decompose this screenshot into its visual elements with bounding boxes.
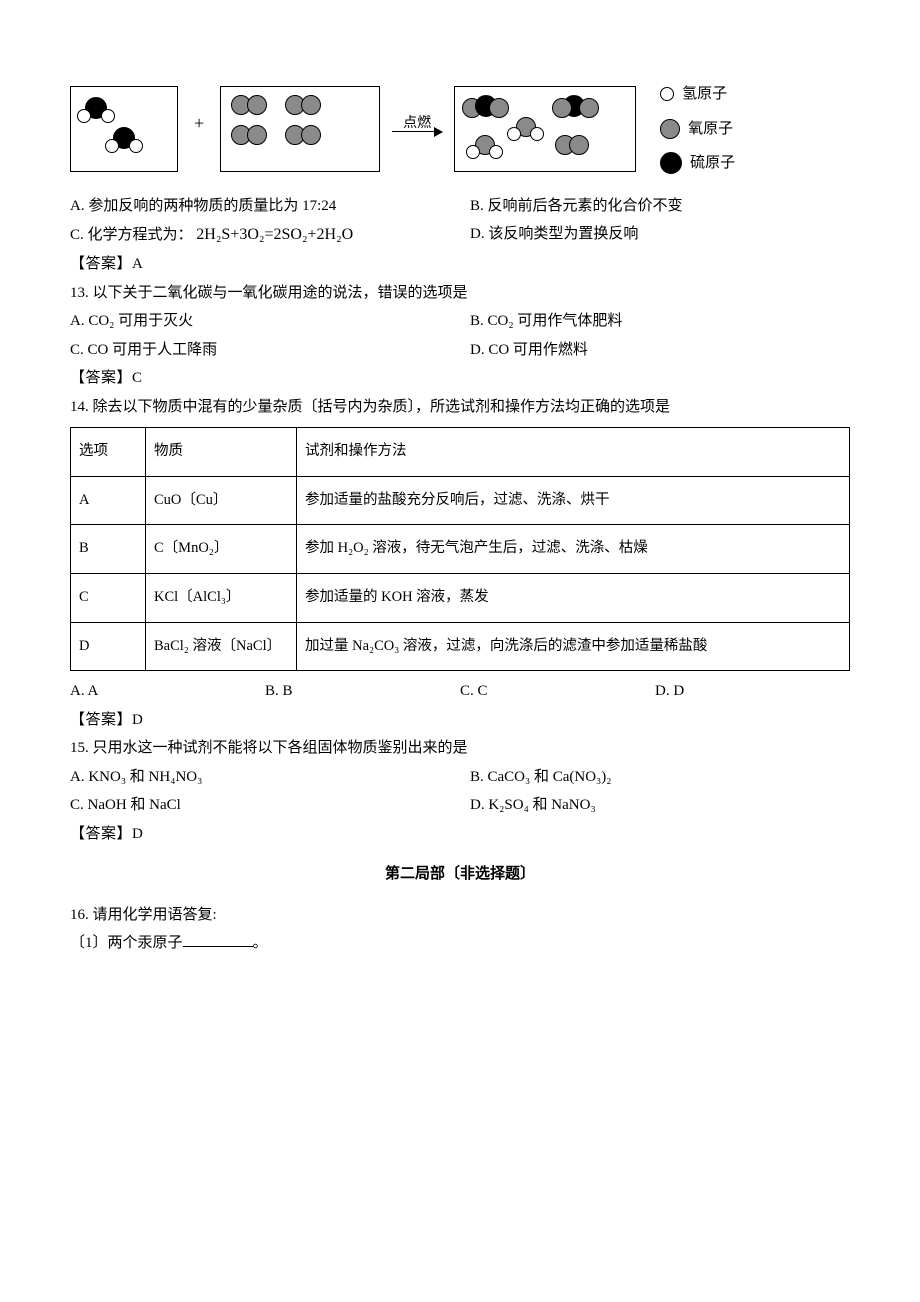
q13-options-row1: A. CO₂ 可用于灭火 B. CO₂ 可用作气体肥料 [70, 307, 850, 336]
oxygen-atom-icon [660, 119, 680, 139]
legend-label: 硫原子 [690, 149, 735, 178]
q12-option-c: C. 化学方程式为： 2H₂S+3O₂=2SO₂+2H₂O [70, 220, 450, 250]
q14-bottom-d: D. D [655, 677, 850, 706]
table-cell: A [71, 476, 146, 525]
legend-label: 氧原子 [688, 115, 733, 144]
table-row: D BaCl₂ 溶液〔NaCl〕 加过量 Na₂CO₃ 溶液，过滤，向洗涤后的滤… [71, 622, 850, 671]
table-cell: 加过量 Na₂CO₃ 溶液，过滤，向洗涤后的滤渣中参加适量稀盐酸 [297, 622, 850, 671]
table-cell: D [71, 622, 146, 671]
reaction-diagram: + 点燃 [70, 80, 850, 178]
table-cell: C〔MnO₂〕 [146, 525, 297, 574]
q12-option-a: A. 参加反响的两种物质的质量比为 17:24 [70, 192, 450, 221]
table-row: B C〔MnO₂〕 参加 H₂O₂ 溶液，待无气泡产生后，过滤、洗涤、枯燥 [71, 525, 850, 574]
q15-stem: 15. 只用水这一种试剂不能将以下各组固体物质鉴别出来的是 [70, 734, 850, 763]
legend-label: 氢原子 [682, 80, 727, 109]
table-row: C KCl〔AlCl₃〕 参加适量的 KOH 溶液，蒸发 [71, 574, 850, 623]
table-cell: KCl〔AlCl₃〕 [146, 574, 297, 623]
q16-stem: 16. 请用化学用语答复: [70, 901, 850, 930]
table-cell: C [71, 574, 146, 623]
q15-option-b: B. CaCO₃ 和 Ca(NO₃)₂ [450, 763, 850, 792]
product-box [454, 86, 636, 172]
reactant-box-2 [220, 86, 380, 172]
q16-sub1: 〔1〕两个汞原子 。 [70, 929, 850, 958]
q13-options-row2: C. CO 可用于人工降雨 D. CO 可用作燃料 [70, 336, 850, 365]
q12-options-row1: A. 参加反响的两种物质的质量比为 17:24 B. 反响前后各元素的化合价不变 [70, 192, 850, 221]
reactant-box-1 [70, 86, 178, 172]
table-cell: B [71, 525, 146, 574]
sulfur-atom-icon [660, 152, 682, 174]
q16-sub1-suffix: 。 [253, 935, 268, 951]
q15-options-row2: C. NaOH 和 NaCl D. K₂SO₄ 和 NaNO₃ [70, 791, 850, 820]
q13-stem: 13. 以下关于二氧化碳与一氧化碳用途的说法，错误的选项是 [70, 279, 850, 308]
table-cell: 参加 H₂O₂ 溶液，待无气泡产生后，过滤、洗涤、枯燥 [297, 525, 850, 574]
table-row: 选项 物质 试剂和操作方法 [71, 428, 850, 477]
q12-options-row2: C. 化学方程式为： 2H₂S+3O₂=2SO₂+2H₂O D. 该反响类型为置… [70, 220, 850, 250]
q12-option-d: D. 该反响类型为置换反响 [450, 220, 850, 250]
q14-bottom-c: C. C [460, 677, 655, 706]
q12-option-b: B. 反响前后各元素的化合价不变 [450, 192, 850, 221]
q14-bottom-options: A. A B. B C. C D. D [70, 677, 850, 706]
q15-option-a: A. KNO₃ 和 NH₄NO₃ [70, 763, 450, 792]
q14-stem: 14. 除去以下物质中混有的少量杂质〔括号内为杂质〕，所选试剂和操作方法均正确的… [70, 393, 850, 422]
table-cell: 参加适量的 KOH 溶液，蒸发 [297, 574, 850, 623]
reaction-arrow: 点燃 [392, 116, 442, 132]
q13-option-b: B. CO₂ 可用作气体肥料 [450, 307, 850, 336]
q14-table: 选项 物质 试剂和操作方法 A CuO〔Cu〕 参加适量的盐酸充分反响后，过滤、… [70, 427, 850, 671]
hydrogen-atom-icon [660, 87, 674, 101]
table-header: 试剂和操作方法 [297, 428, 850, 477]
q15-options-row1: A. KNO₃ 和 NH₄NO₃ B. CaCO₃ 和 Ca(NO₃)₂ [70, 763, 850, 792]
table-cell: BaCl₂ 溶液〔NaCl〕 [146, 622, 297, 671]
q16-sub1-prefix: 〔1〕两个汞原子 [70, 935, 183, 951]
q15-option-d: D. K₂SO₄ 和 NaNO₃ [450, 791, 850, 820]
section-2-title: 第二局部〔非选择题〕 [70, 860, 850, 889]
arrow-label: 点燃 [403, 116, 431, 131]
q14-answer: 【答案】D [70, 706, 850, 735]
q13-option-c: C. CO 可用于人工降雨 [70, 336, 450, 365]
q15-option-c: C. NaOH 和 NaCl [70, 791, 450, 820]
table-row: A CuO〔Cu〕 参加适量的盐酸充分反响后，过滤、洗涤、烘干 [71, 476, 850, 525]
plus-sign: + [194, 106, 204, 140]
q14-bottom-a: A. A [70, 677, 265, 706]
fill-blank [183, 933, 253, 948]
atom-legend: 氢原子 氧原子 硫原子 [660, 80, 735, 178]
q14-bottom-b: B. B [265, 677, 460, 706]
table-header: 选项 [71, 428, 146, 477]
table-header: 物质 [146, 428, 297, 477]
table-cell: 参加适量的盐酸充分反响后，过滤、洗涤、烘干 [297, 476, 850, 525]
q13-option-a: A. CO₂ 可用于灭火 [70, 307, 450, 336]
table-cell: CuO〔Cu〕 [146, 476, 297, 525]
q15-answer: 【答案】D [70, 820, 850, 849]
q12-answer: 【答案】A [70, 250, 850, 279]
q13-answer: 【答案】C [70, 364, 850, 393]
q13-option-d: D. CO 可用作燃料 [450, 336, 850, 365]
